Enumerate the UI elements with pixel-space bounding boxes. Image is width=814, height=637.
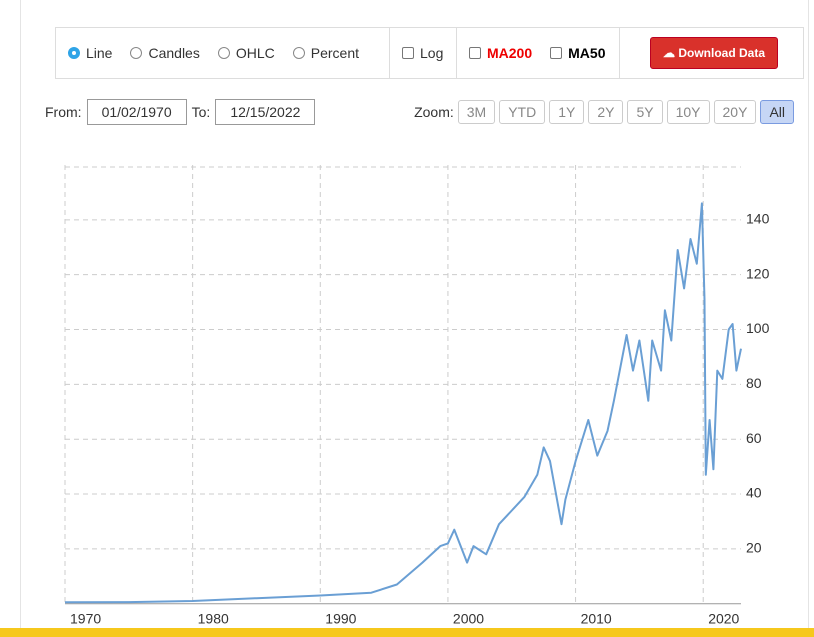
to-label: To: — [191, 104, 211, 120]
to-input[interactable]: 12/15/2022 — [215, 99, 316, 125]
radio[interactable] — [68, 47, 80, 59]
zoom-button[interactable]: 1Y — [549, 100, 585, 124]
toolbar: Line Candles OHLC Percent Log MA200 MA50 ☁ … — [55, 27, 804, 79]
ma200-label: MA200 — [487, 45, 533, 61]
x-tick-label: 1970 — [70, 610, 101, 626]
chart-type-option[interactable]: Line — [68, 45, 112, 61]
zoom-button[interactable]: YTD — [499, 100, 546, 124]
zoom-button[interactable]: 3M — [457, 100, 496, 124]
ma50-label: MA50 — [568, 45, 606, 61]
x-tick-label: 1990 — [325, 610, 356, 626]
log-label: Log — [420, 45, 444, 61]
x-tick-label: 2010 — [581, 610, 612, 626]
x-tick-label: 2020 — [708, 610, 739, 626]
zoom-button[interactable]: 10Y — [666, 100, 710, 124]
ma50-check[interactable] — [550, 47, 563, 59]
zoom-label: Zoom: — [414, 104, 454, 120]
chart-type-option[interactable]: Percent — [292, 45, 359, 61]
chart-type-label: Candles — [148, 45, 200, 61]
chart-type-label: Line — [86, 45, 113, 61]
log-option[interactable]: Log — [390, 28, 457, 78]
radio[interactable] — [292, 47, 305, 59]
from-input[interactable]: 01/02/1970 — [86, 99, 187, 125]
y-tick-label: 120 — [746, 265, 770, 281]
ma200-check[interactable] — [469, 47, 481, 59]
chart-type-label: OHLC — [235, 45, 275, 61]
footer-stripe — [0, 628, 814, 637]
chart-type-label: Percent — [310, 45, 359, 61]
y-tick-label: 40 — [746, 485, 762, 501]
from-label: From: — [45, 104, 82, 120]
zoom-button[interactable]: 2Y — [588, 100, 624, 124]
chart-type-group: Line Candles OHLC Percent — [56, 28, 390, 78]
download-label: Download Data — [678, 46, 766, 60]
radio[interactable] — [217, 47, 230, 59]
zoom-button[interactable]: 5Y — [627, 100, 663, 124]
y-tick-label: 140 — [746, 211, 770, 227]
chart-type-option[interactable]: OHLC — [217, 45, 275, 61]
chart-type-option[interactable]: Candles — [130, 45, 200, 61]
x-tick-label: 2000 — [453, 610, 484, 626]
date-range: From: 01/02/1970 To: 12/15/2022 — [45, 99, 316, 125]
zoom-button[interactable]: 20Y — [713, 100, 757, 124]
border — [808, 0, 809, 628]
zoom-bar: Zoom: 3M YTD 1Y 2Y 5Y 10Y 20Y All — [414, 100, 794, 124]
y-tick-label: 80 — [746, 375, 762, 391]
radio[interactable] — [130, 47, 143, 59]
x-tick-label: 1980 — [198, 610, 229, 626]
border — [20, 0, 21, 628]
download-button[interactable]: ☁ Download Data — [650, 37, 779, 69]
price-line — [64, 202, 742, 604]
y-tick-label: 100 — [746, 320, 770, 336]
ma-options: MA200 MA50 — [457, 28, 620, 78]
download-section: ☁ Download Data — [620, 28, 790, 78]
y-tick-label: 60 — [746, 430, 762, 446]
zoom-button[interactable]: All — [760, 100, 794, 124]
y-tick-label: 20 — [746, 540, 762, 556]
